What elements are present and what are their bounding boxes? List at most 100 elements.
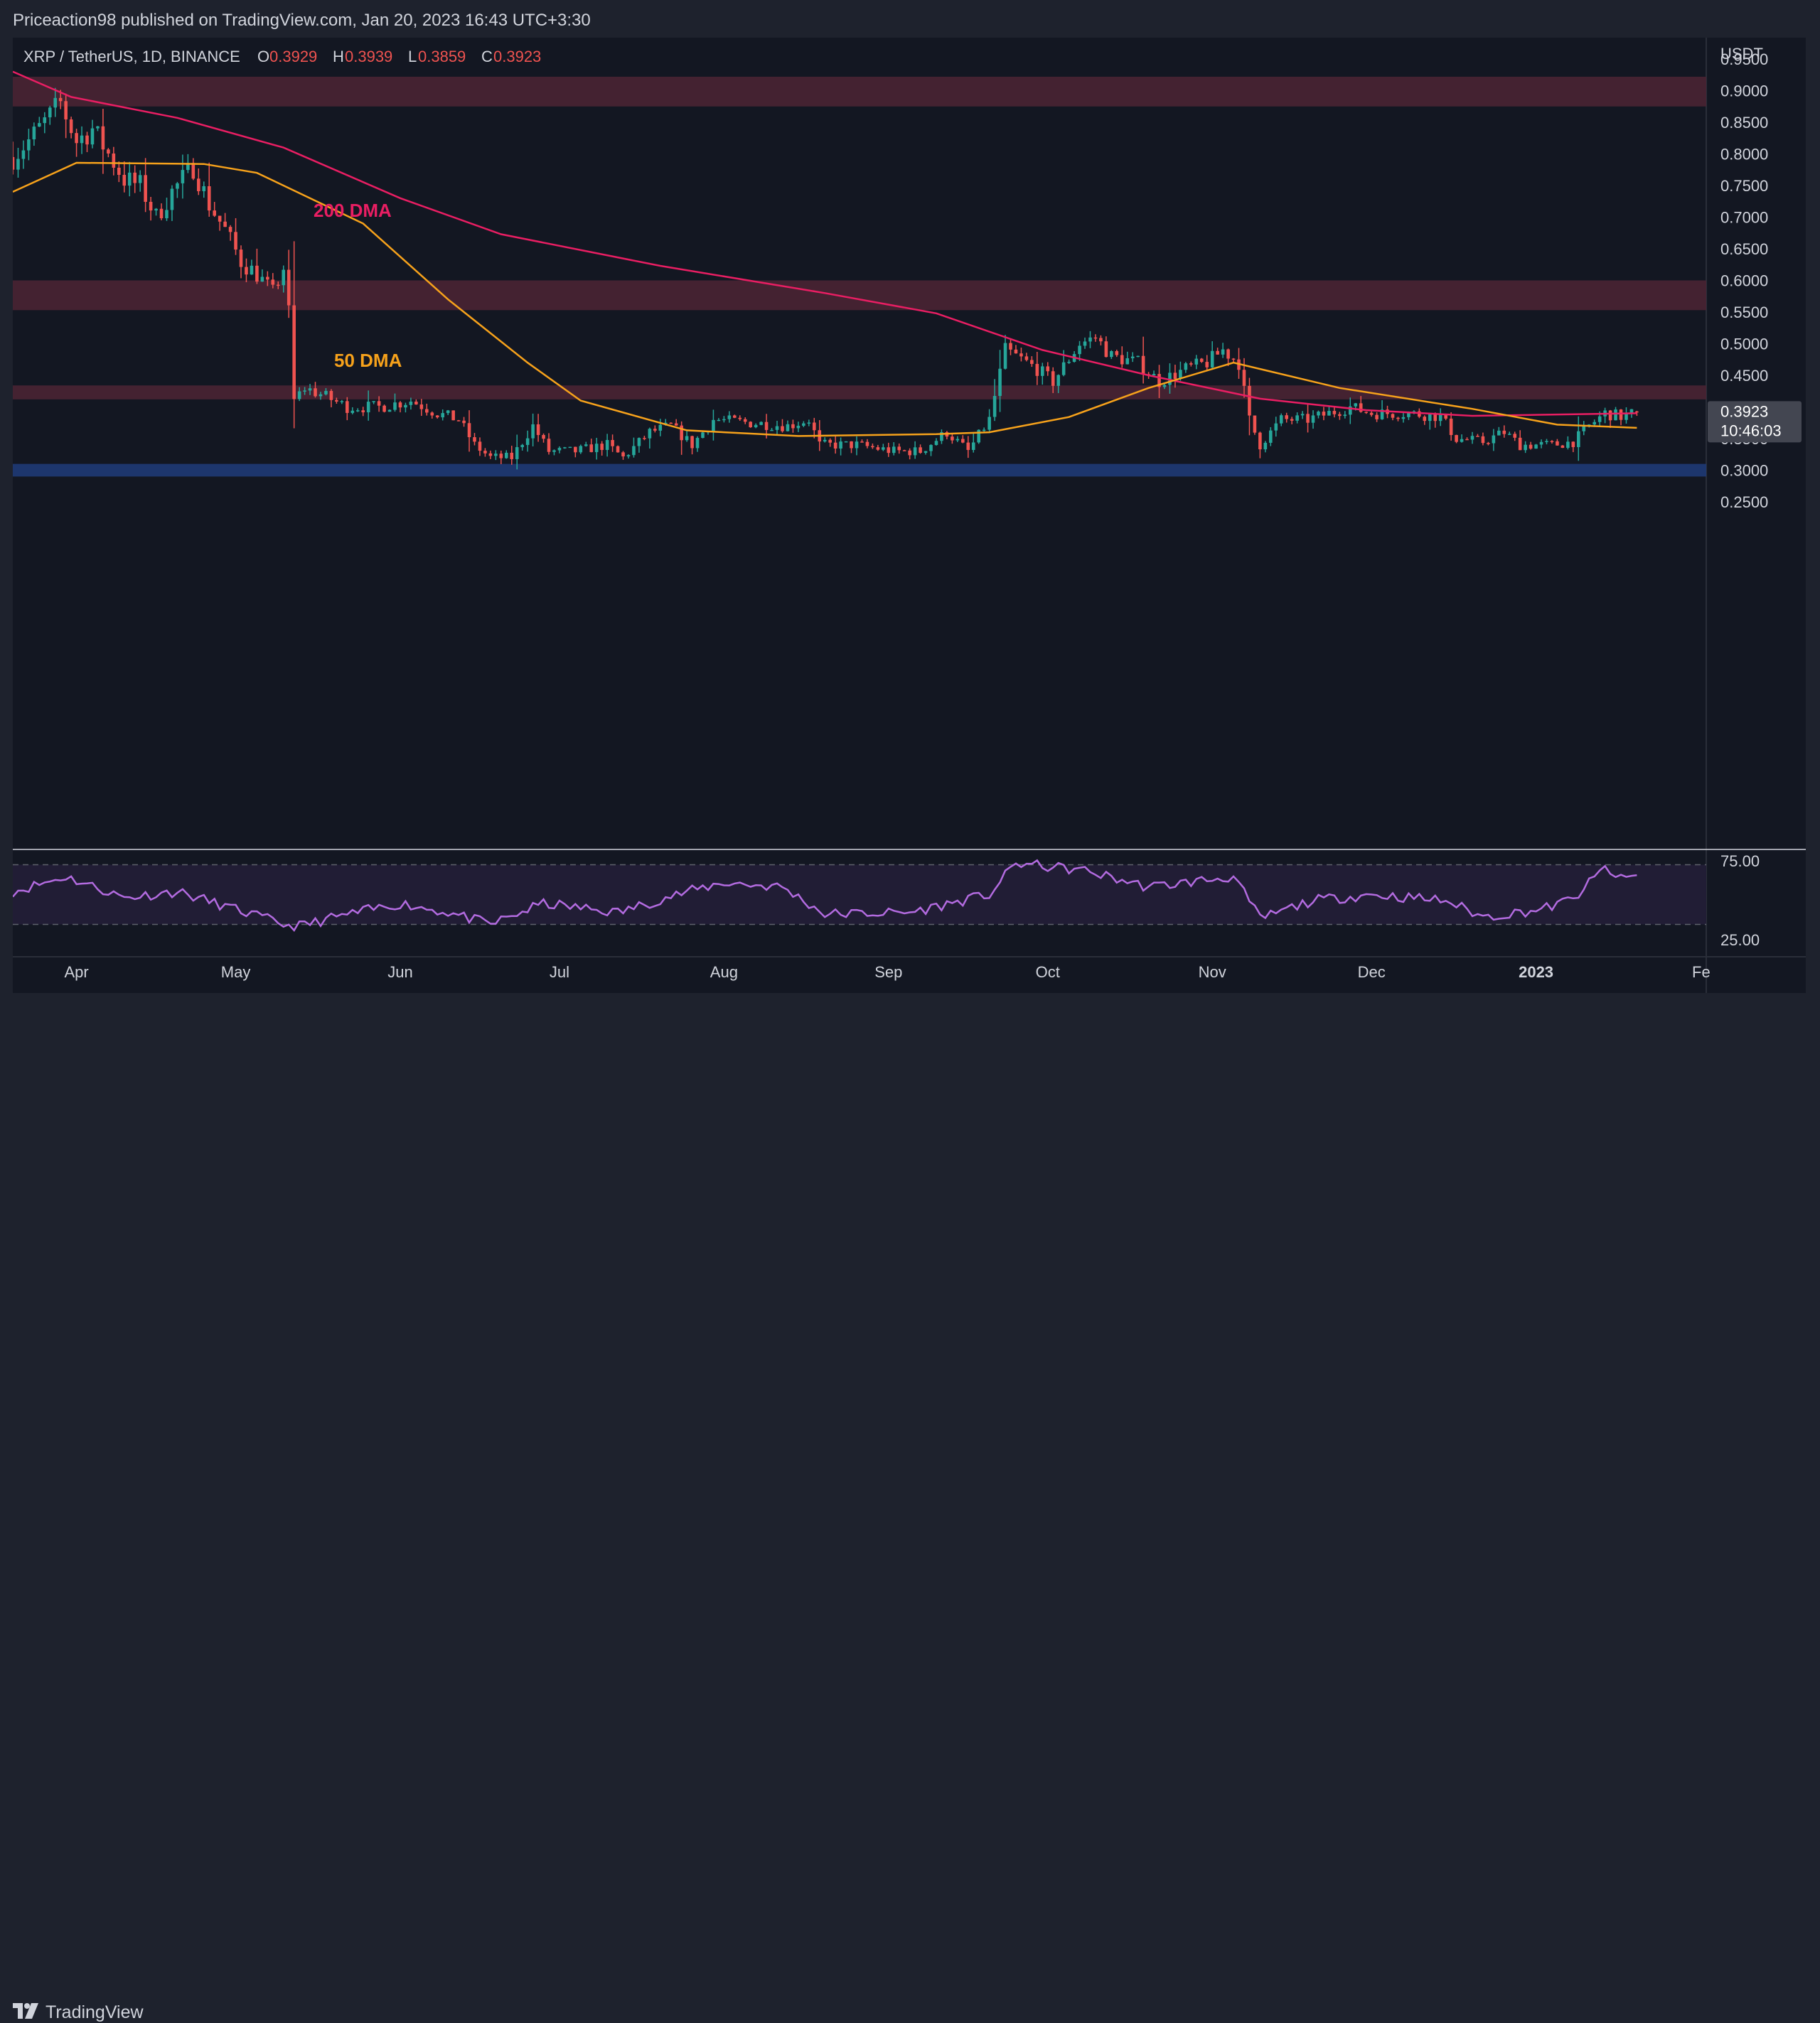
candle [1115,349,1119,358]
candle [207,162,211,217]
candle [971,434,975,453]
candle [138,170,142,192]
time-tick-6: Oct [1036,963,1060,981]
candle [887,442,891,457]
last-price-tag: 0.3923 10:46:03 [1708,401,1802,443]
candle [786,420,790,432]
candle [191,158,196,181]
candle [176,181,179,198]
candle [897,443,901,454]
time-tick-2: Jun [387,963,412,981]
candle [712,409,715,441]
candle [213,202,216,218]
candle [1083,337,1087,349]
price-pane-bg [13,38,1706,993]
candle [1513,431,1517,441]
footer: TradingView [0,995,1820,2022]
candle [701,431,705,439]
candle [833,436,837,454]
candle [749,421,752,428]
candle [977,429,981,444]
candle [563,446,567,449]
candle [48,105,52,125]
candle [802,421,805,427]
candle [892,442,896,456]
candle [1141,336,1145,384]
candle [1019,348,1023,362]
candle [350,407,355,414]
candle [250,259,254,275]
candle [276,281,280,289]
candle [1024,353,1029,362]
candle [165,198,168,221]
price-tick-1: 0.9000 [1720,82,1768,100]
candle [1221,343,1225,358]
candle [149,196,153,221]
candle [1332,407,1337,418]
ma200-line [12,70,1637,417]
candle [525,430,530,452]
candle [366,390,370,421]
price-tick-4: 0.7500 [1720,177,1768,195]
candle [520,444,524,451]
candle [223,213,227,227]
candle [1263,441,1268,453]
candle [329,389,333,408]
candle [621,451,625,460]
candle [1120,346,1124,368]
candle [144,158,147,213]
candle [1285,412,1288,423]
price-axis-ticks: 0.9500 0.9000 0.8500 0.8000 0.7500 0.7000 0.65… [1720,50,1768,511]
candle [38,117,41,127]
tradingview-logo-icon[interactable] [13,2003,41,2022]
candle [690,435,694,455]
candle [1067,359,1071,364]
candle [956,436,960,442]
candle [1433,412,1438,428]
candle [287,249,291,318]
ma50-label: 50 DMA [334,350,402,371]
candle [398,401,402,413]
brand-name[interactable]: TradingView [46,2002,144,2022]
candle [1173,365,1177,388]
rsi-tick-75: 75.00 [1720,852,1760,870]
candle [924,451,928,455]
candle [314,382,317,398]
price-tick-2: 0.8500 [1720,114,1768,132]
candle [1460,434,1464,443]
candle [387,409,392,412]
rsi-tick-25: 25.00 [1720,931,1760,949]
resistance-zone-1 [13,280,1706,311]
candle [1093,334,1098,342]
high-label: H [333,48,344,65]
candle [855,436,859,456]
candle [759,421,763,426]
resistance-zone-0 [13,76,1706,107]
candle [1476,434,1479,437]
candle [574,446,577,458]
candle [1253,415,1257,435]
candle [1423,415,1427,425]
candle [908,448,911,460]
candle [202,181,206,198]
candle [318,392,323,400]
candle [1199,358,1204,363]
candle [462,417,466,427]
candle [377,396,381,412]
time-tick-3: Jul [550,963,569,981]
candle [1396,417,1400,422]
candle [1099,335,1103,345]
candle [107,148,110,158]
chart-area[interactable]: 200 DMA 50 DMA XRP / TetherUS, 1D, BINAN… [11,38,1806,993]
candle [53,87,58,117]
candle [451,410,455,421]
candle [1524,441,1527,454]
candle [260,269,264,282]
candle [1110,350,1113,360]
candle [133,165,137,193]
candle [409,397,413,410]
candle [579,444,583,454]
candle [1338,412,1342,420]
candle [1162,383,1167,390]
candle [1507,431,1511,436]
